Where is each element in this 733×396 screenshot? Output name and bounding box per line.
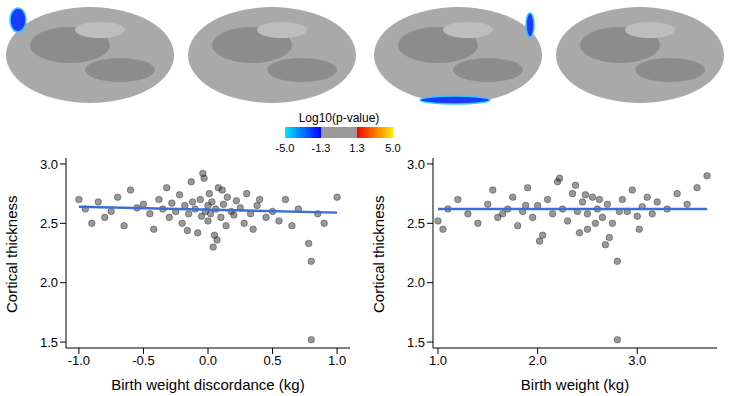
svg-text:0.5: 0.5 (264, 353, 282, 368)
svg-text:Log10(p-value): Log10(p-value) (299, 111, 380, 125)
svg-text:3.0: 3.0 (628, 353, 646, 368)
svg-text:Birth weight discordance (kg): Birth weight discordance (kg) (111, 376, 304, 393)
svg-text:1.3: 1.3 (349, 142, 364, 154)
svg-text:Birth weight (kg): Birth weight (kg) (521, 376, 629, 393)
svg-text:3.0: 3.0 (40, 157, 58, 172)
svg-text:1.0: 1.0 (429, 353, 447, 368)
svg-text:-1.0: -1.0 (68, 353, 90, 368)
svg-text:Cortical thickness: Cortical thickness (3, 195, 20, 313)
svg-text:-1.3: -1.3 (312, 142, 331, 154)
svg-text:3.0: 3.0 (407, 157, 425, 172)
svg-text:2.5: 2.5 (407, 216, 425, 231)
svg-text:5.0: 5.0 (385, 142, 400, 154)
svg-text:2.0: 2.0 (40, 275, 58, 290)
svg-text:2.0: 2.0 (407, 275, 425, 290)
svg-text:1.5: 1.5 (40, 335, 58, 350)
svg-text:0.0: 0.0 (199, 353, 217, 368)
svg-text:2.5: 2.5 (40, 216, 58, 231)
svg-text:-5.0: -5.0 (276, 142, 295, 154)
svg-text:1.0: 1.0 (328, 353, 346, 368)
svg-text:Cortical thickness: Cortical thickness (370, 195, 387, 313)
svg-text:1.5: 1.5 (407, 335, 425, 350)
svg-text:2.0: 2.0 (529, 353, 547, 368)
svg-text:-0.5: -0.5 (132, 353, 154, 368)
